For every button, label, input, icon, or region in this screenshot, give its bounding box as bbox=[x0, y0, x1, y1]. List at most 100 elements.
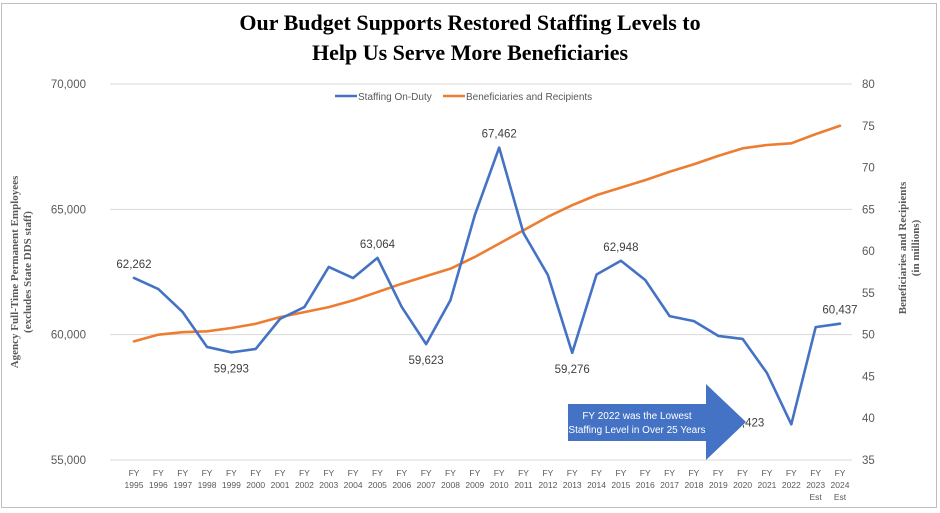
x-axis-tick-label: FY 2011 bbox=[514, 468, 533, 490]
x-axis-tick-label: FY 2008 bbox=[441, 468, 460, 490]
x-tick-line1: FY bbox=[396, 468, 407, 478]
x-tick-line2: 2005 bbox=[368, 480, 387, 490]
x-tick-line1: FY bbox=[786, 468, 797, 478]
right-axis-ticks: 35 40 45 50 55 60 65 70 75 80 bbox=[862, 79, 875, 467]
x-axis-tick-label: FY 2009 bbox=[465, 468, 484, 490]
x-tick-line1: FY bbox=[567, 468, 578, 478]
series-line-beneficiaries bbox=[132, 124, 842, 343]
legend: Staffing On-Duty Beneficiaries and Recip… bbox=[335, 92, 592, 103]
x-tick-line1: FY bbox=[445, 468, 456, 478]
x-tick-line1: FY bbox=[835, 468, 846, 478]
left-axis-title-line1: Agency Full-Time Permanent Employees bbox=[9, 175, 21, 368]
data-label: 67,462 bbox=[482, 129, 517, 141]
x-tick-line2: 2008 bbox=[441, 480, 460, 490]
callout-text-line1: FY 2022 was the Lowest bbox=[582, 411, 692, 422]
x-tick-line2: 1995 bbox=[125, 480, 144, 490]
x-tick-line1: FY bbox=[348, 468, 359, 478]
x-tick-line2: 1996 bbox=[149, 480, 168, 490]
data-label: 62,948 bbox=[603, 242, 638, 254]
x-tick-line2: 2002 bbox=[295, 480, 314, 490]
chart-title-line2: Help Us Serve More Beneficiaries bbox=[311, 40, 629, 65]
callout-arrow: FY 2022 was the Lowest Staffing Level in… bbox=[568, 384, 746, 460]
legend-label-beneficiaries: Beneficiaries and Recipients bbox=[466, 92, 592, 103]
x-tick-line2: 2019 bbox=[709, 480, 728, 490]
x-tick-line2: 1998 bbox=[198, 480, 217, 490]
x-tick-line1: FY bbox=[737, 468, 748, 478]
x-tick-line1: FY bbox=[153, 468, 164, 478]
x-tick-line2: 2004 bbox=[344, 480, 363, 490]
x-tick-line2: 2010 bbox=[490, 480, 509, 490]
x-axis-tick-label: FY 1997 bbox=[173, 468, 192, 490]
right-axis-tick-label: 60 bbox=[862, 246, 875, 258]
x-tick-line2: 2006 bbox=[392, 480, 411, 490]
x-axis-tick-label: FY 1999 bbox=[222, 468, 241, 490]
x-axis-tick-label: FY 2018 bbox=[684, 468, 703, 490]
x-tick-line1: FY bbox=[469, 468, 480, 478]
x-tick-line1: FY bbox=[299, 468, 310, 478]
data-labels: 62,262 59,293 63,064 59,623 67,462 59,276 62,9… bbox=[116, 129, 857, 430]
x-axis-tick-label: FY 2014 bbox=[587, 468, 606, 490]
x-axis-tick-label: FY 2000 bbox=[246, 468, 265, 490]
callout-text-line2: Staffing Level in Over 25 Years bbox=[568, 425, 705, 436]
x-tick-line1: FY bbox=[762, 468, 773, 478]
right-axis-title-line2: (in millions) bbox=[910, 219, 922, 276]
left-axis-tick-label: 60,000 bbox=[51, 330, 86, 342]
series-lines bbox=[132, 124, 842, 426]
x-axis-tick-label: FY 2024 Est bbox=[831, 468, 850, 502]
x-tick-line1: FY bbox=[688, 468, 699, 478]
left-axis-title-line2: (excludes State DDS staff) bbox=[22, 211, 34, 333]
x-tick-line2: 2016 bbox=[636, 480, 655, 490]
x-axis-tick-label: FY 2010 bbox=[490, 468, 509, 490]
right-axis-tick-label: 65 bbox=[862, 204, 875, 216]
x-axis-tick-label: FY 2012 bbox=[538, 468, 557, 490]
right-axis-tick-label: 80 bbox=[862, 79, 875, 91]
x-axis-tick-label: FY 2017 bbox=[660, 468, 679, 490]
x-tick-line2: 2009 bbox=[465, 480, 484, 490]
x-tick-line1: FY bbox=[494, 468, 505, 478]
data-label: 62,262 bbox=[116, 259, 151, 271]
x-tick-line1: FY bbox=[615, 468, 626, 478]
x-tick-line2: 2017 bbox=[660, 480, 679, 490]
x-axis-tick-label: FY 2006 bbox=[392, 468, 411, 490]
x-axis-tick-label: FY 1995 bbox=[125, 468, 144, 490]
x-axis-tick-label: FY 2003 bbox=[319, 468, 338, 490]
x-axis-tick-label: FY 2020 bbox=[733, 468, 752, 490]
x-tick-line3: Est bbox=[810, 492, 823, 502]
x-axis-tick-label: FY 2015 bbox=[611, 468, 630, 490]
x-axis-tick-label: FY 2023 Est bbox=[806, 468, 825, 502]
left-axis-tick-label: 55,000 bbox=[51, 455, 86, 467]
x-axis-tick-label: FY 2013 bbox=[563, 468, 582, 490]
right-axis-title: Beneficiaries and Recipients (in million… bbox=[897, 181, 922, 314]
x-tick-line1: FY bbox=[542, 468, 553, 478]
x-axis-tick-label: FY 2004 bbox=[344, 468, 363, 490]
right-axis-tick-label: 45 bbox=[862, 371, 875, 383]
left-axis-tick-label: 70,000 bbox=[51, 79, 86, 91]
x-tick-line1: FY bbox=[323, 468, 334, 478]
x-tick-line2: 2011 bbox=[514, 480, 533, 490]
data-label: 59,293 bbox=[214, 363, 249, 375]
left-axis-ticks: 55,000 60,000 65,000 70,000 bbox=[51, 79, 86, 467]
left-axis-title: Agency Full-Time Permanent Employees (ex… bbox=[9, 175, 34, 368]
x-tick-line2: 1997 bbox=[173, 480, 192, 490]
x-tick-line1: FY bbox=[591, 468, 602, 478]
x-axis-tick-label: FY 2007 bbox=[417, 468, 436, 490]
right-axis-tick-label: 55 bbox=[862, 288, 875, 300]
x-tick-line2: 2007 bbox=[417, 480, 436, 490]
data-label: 63,064 bbox=[360, 239, 396, 251]
x-tick-line1: FY bbox=[275, 468, 286, 478]
x-axis-tick-label: FY 2016 bbox=[636, 468, 655, 490]
x-tick-line1: FY bbox=[518, 468, 529, 478]
x-tick-line3: Est bbox=[834, 492, 847, 502]
x-axis-tick-label: FY 2002 bbox=[295, 468, 314, 490]
x-tick-line1: FY bbox=[664, 468, 675, 478]
x-tick-line1: FY bbox=[372, 468, 383, 478]
x-tick-line2: 2003 bbox=[319, 480, 338, 490]
x-tick-line2: 2014 bbox=[587, 480, 606, 490]
x-tick-line1: FY bbox=[202, 468, 213, 478]
x-tick-line2: 2015 bbox=[611, 480, 630, 490]
data-label: 59,276 bbox=[555, 364, 590, 376]
series-line-staffing bbox=[132, 146, 842, 426]
x-tick-line1: FY bbox=[713, 468, 724, 478]
x-axis-tick-label: FY 2021 bbox=[758, 468, 777, 490]
